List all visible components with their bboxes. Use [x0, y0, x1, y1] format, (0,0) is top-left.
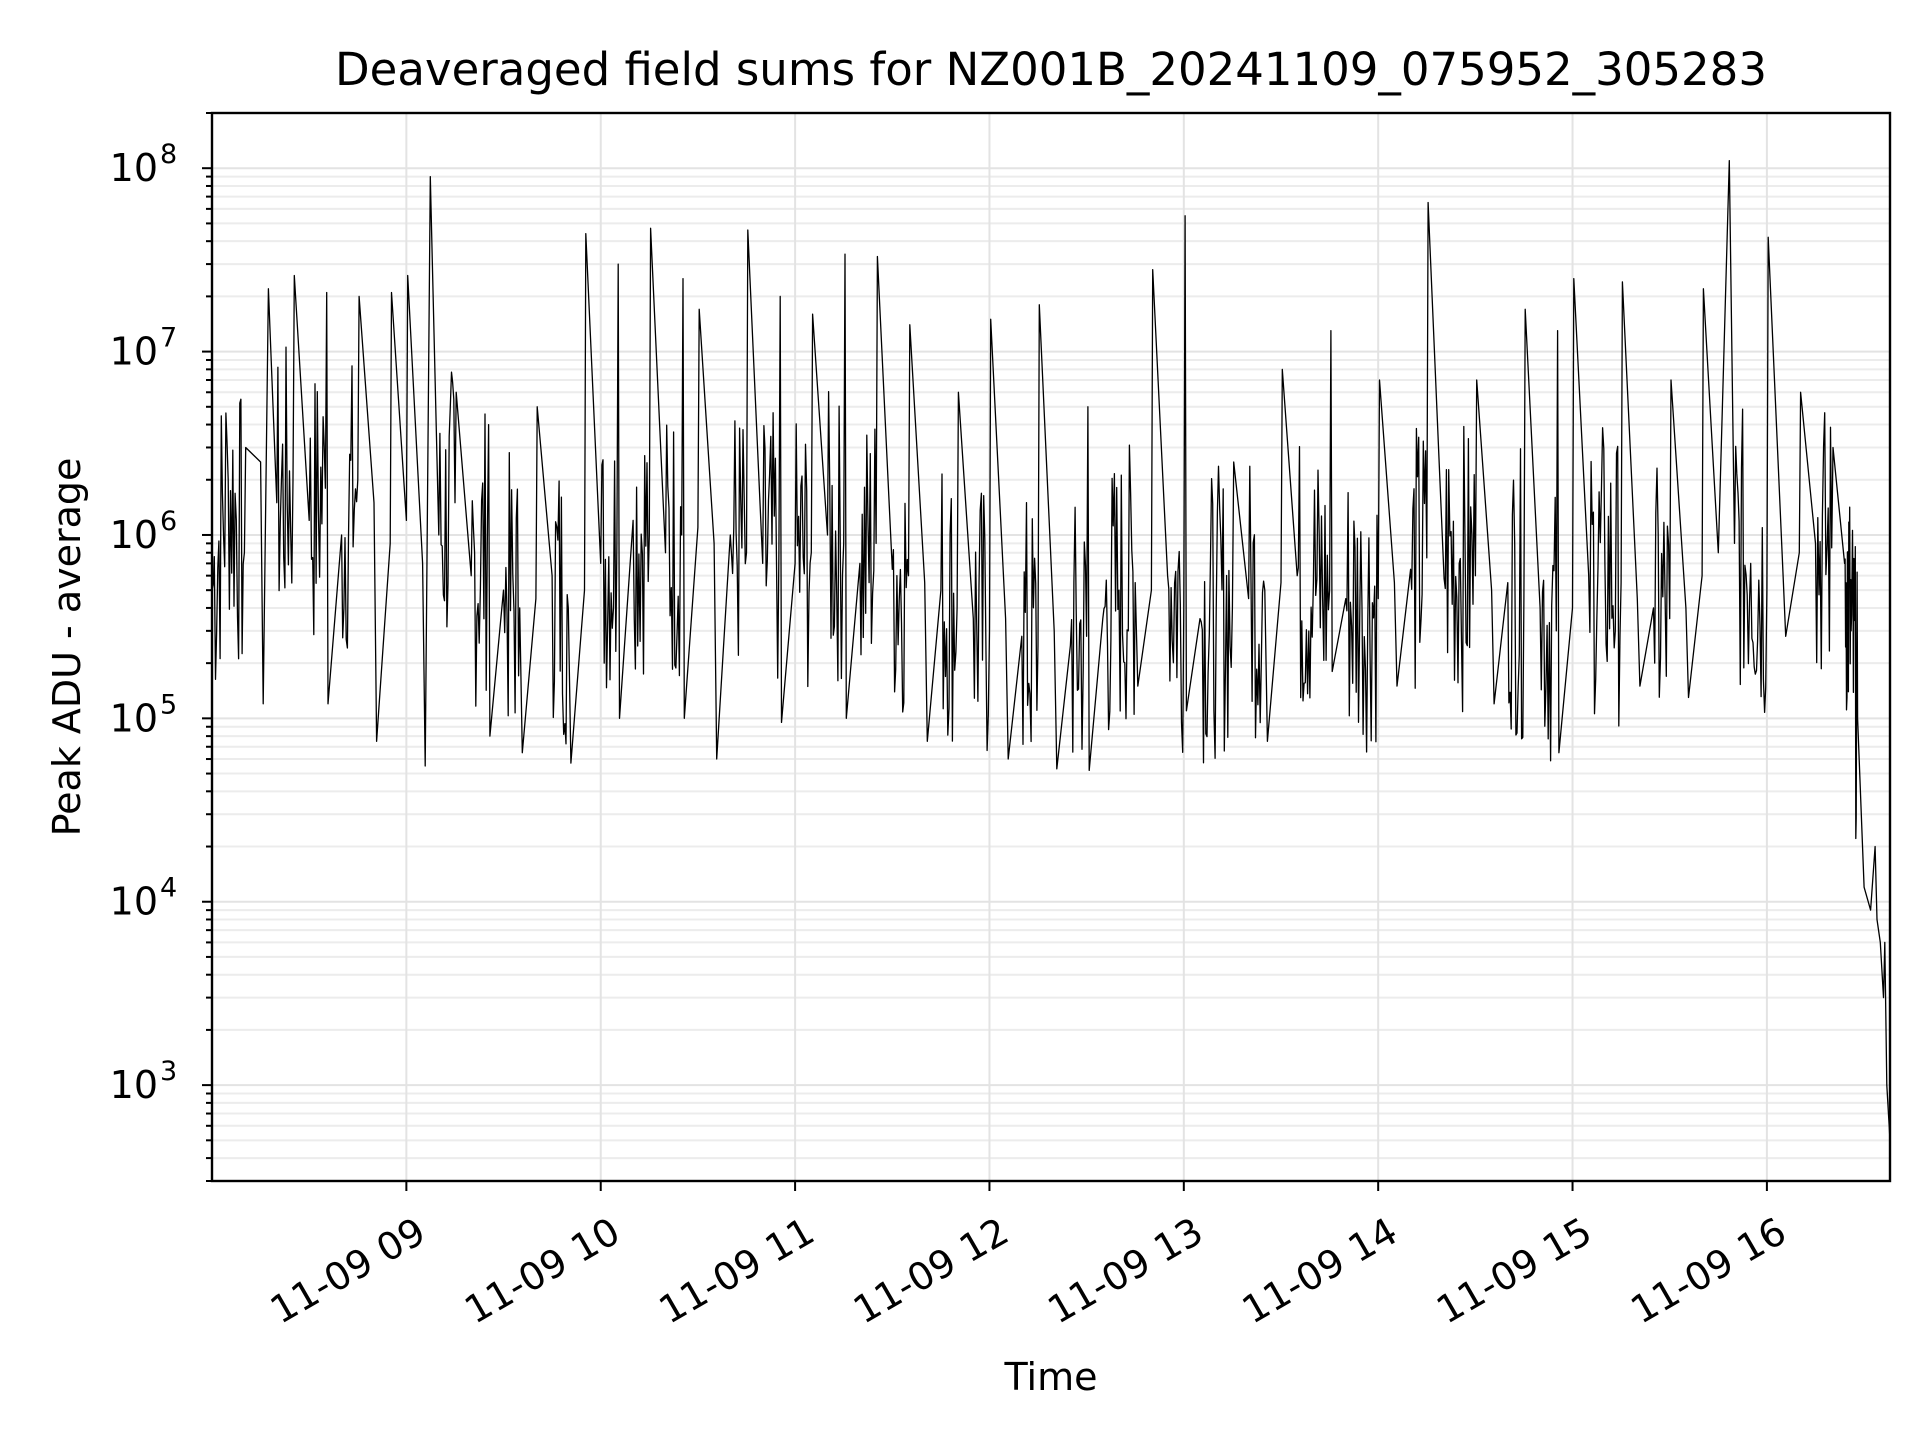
x-axis-label: Time [1004, 1355, 1098, 1399]
y-tick-label: 10 [110, 696, 158, 740]
y-axis-label: Peak ADU - average [45, 458, 89, 837]
y-tick-label-exponent: 4 [160, 873, 177, 904]
x-tick-label: 11-09 10 [457, 1209, 627, 1333]
x-tick-label: 11-09 14 [1235, 1209, 1405, 1333]
plot-frame [210, 111, 1892, 1183]
chart-title: Deaveraged field sums for NZ001B_2024110… [335, 43, 1767, 96]
y-tick-label: 10 [110, 330, 158, 374]
grid [212, 112, 1890, 1182]
y-tick-label-exponent: 5 [160, 689, 177, 720]
x-tick-label: 11-09 13 [1040, 1209, 1210, 1333]
series-layer [211, 159, 1891, 1141]
y-tick-label-exponent: 6 [160, 506, 177, 537]
x-tick-label: 11-09 09 [263, 1209, 433, 1333]
series-line [211, 159, 1891, 1141]
y-tick-label-exponent: 3 [160, 1056, 177, 1087]
x-tick-label: 11-09 16 [1623, 1209, 1793, 1333]
x-axis: 11-09 09 11-09 10 11-09 11 11-09 12 11-09 13… [263, 1181, 1793, 1333]
y-tick-label: 10 [110, 146, 158, 190]
y-tick-label-exponent: 7 [160, 323, 177, 354]
y-tick-label: 10 [110, 1063, 158, 1107]
x-tick-label: 11-09 12 [846, 1209, 1016, 1333]
x-tick-label: 11-09 15 [1429, 1209, 1599, 1333]
y-tick-label: 10 [110, 513, 158, 557]
x-tick-label: 11-09 11 [652, 1209, 822, 1333]
y-tick-label: 10 [110, 880, 158, 924]
y-tick-label-exponent: 8 [160, 139, 177, 170]
